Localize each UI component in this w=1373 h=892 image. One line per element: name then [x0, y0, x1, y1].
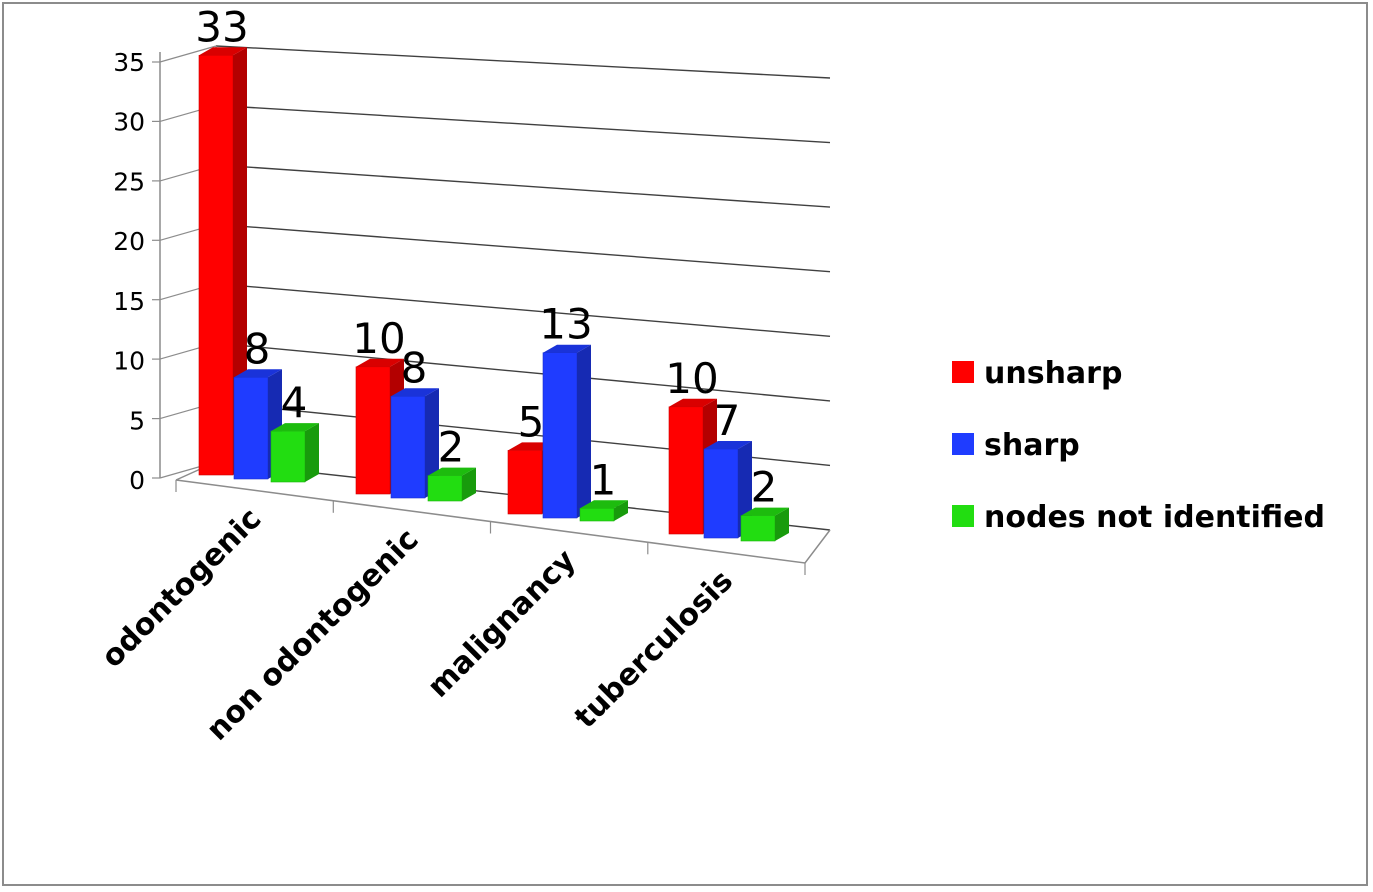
legend-swatch [952, 505, 974, 527]
bar-nodes-not-identified-tuberculosis [740, 507, 789, 542]
bar-sharp-malignancy [542, 344, 591, 519]
bar-side-face [775, 507, 789, 541]
legend-item: unsharp [952, 356, 1122, 391]
data-label: 10 [665, 354, 718, 403]
bar-front-face [507, 450, 543, 515]
bar-top-face [356, 358, 404, 367]
legend-item: nodes not identified [952, 500, 1325, 535]
bar-front-face [270, 430, 306, 483]
gridline [215, 342, 831, 402]
bar-top-face [580, 500, 628, 509]
y-tick-label: 25 [113, 167, 145, 196]
side-gridline [159, 45, 217, 63]
legend-label: unsharp [984, 356, 1122, 391]
gridline [215, 164, 831, 208]
bar-side-face [614, 500, 628, 521]
y-tick-label: 0 [129, 466, 145, 495]
y-tick-label: 35 [113, 48, 145, 77]
bar-nodes-not-identified-odontogenic [270, 423, 319, 483]
bar-top-face [669, 398, 717, 407]
x-tick-label: odontogenic [95, 501, 268, 674]
data-label: 2 [751, 463, 778, 512]
data-label: 7 [714, 396, 741, 445]
gridline [215, 223, 831, 273]
bar-side-face [305, 423, 319, 482]
bar-front-face [198, 54, 234, 476]
bar-top-face [543, 344, 591, 353]
data-label: 33 [195, 2, 248, 51]
bar-nodes-not-identified-non-odontogenic [427, 467, 476, 502]
bars [198, 47, 789, 542]
bar-side-face [425, 388, 439, 498]
bar-top-face [234, 369, 282, 378]
bar-side-face [462, 467, 476, 501]
y-tick-label: 15 [113, 287, 145, 316]
bar-top-face [704, 441, 752, 449]
x-tick-label: malignancy [421, 542, 583, 704]
bar-front-face [703, 448, 739, 539]
data-label: 8 [401, 343, 428, 392]
data-label: 10 [352, 314, 405, 363]
bar-sharp-tuberculosis [703, 441, 752, 539]
data-label: 5 [518, 397, 545, 446]
y-tick-label: 5 [129, 406, 145, 435]
bar-nodes-not-identified-malignancy [579, 500, 628, 522]
y-tick-label: 20 [113, 227, 145, 256]
bar-unsharp-odontogenic [198, 47, 247, 476]
bar-front-face [740, 515, 776, 542]
bar-side-face [577, 344, 591, 518]
bar-front-face [390, 395, 426, 499]
data-label: 8 [244, 324, 271, 373]
bar-top-face [199, 47, 247, 56]
legend-swatch [952, 361, 974, 383]
gridline [215, 104, 831, 144]
bar-front-face [233, 376, 269, 480]
bar-front-face [579, 507, 615, 522]
bar-front-face [542, 352, 578, 519]
y-tick-label: 30 [113, 108, 145, 137]
bar-front-face [355, 366, 391, 495]
legend-swatch [952, 433, 974, 455]
legend-label: nodes not identified [984, 500, 1325, 535]
bar-front-face [427, 475, 463, 502]
data-label: 2 [438, 423, 465, 472]
data-label: 13 [539, 300, 592, 349]
data-label: 1 [590, 455, 617, 504]
data-label: 4 [281, 378, 308, 427]
legend-label: sharp [984, 428, 1080, 463]
bar-top-face [271, 423, 319, 432]
y-tick-label: 10 [113, 347, 145, 376]
bar-side-face [233, 47, 247, 476]
bar-sharp-non-odontogenic [390, 388, 439, 499]
bar-front-face [668, 406, 704, 535]
gridline [215, 45, 831, 79]
gridline [215, 283, 831, 337]
legend: unsharp sharp nodes not identified [952, 356, 1325, 535]
legend-item: sharp [952, 428, 1080, 463]
bar-top-face [741, 507, 789, 516]
bar-top-face [391, 388, 439, 397]
bar-top-face [428, 467, 476, 476]
x-tick-label: tuberculosis [568, 564, 740, 736]
